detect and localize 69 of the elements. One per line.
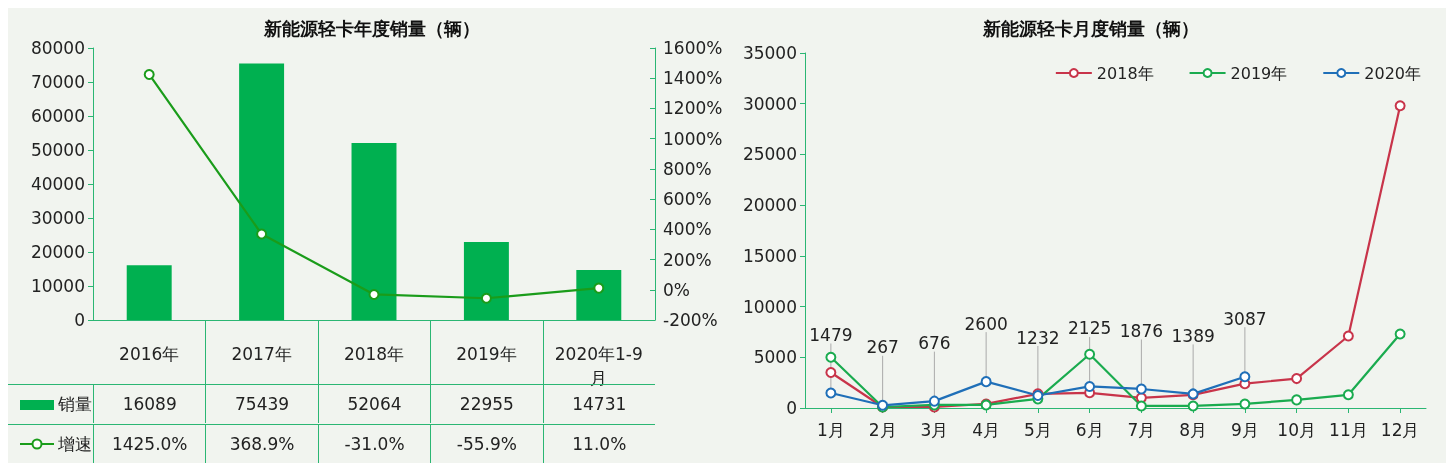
y-tick-label: 35000: [742, 43, 797, 63]
data-label: 16089: [93, 384, 206, 423]
y-tick-label: 70000: [30, 72, 85, 92]
y2-tick-label: 800%: [663, 158, 712, 179]
legend-label: 增速: [58, 432, 92, 456]
x-tick-label: 2018年: [343, 344, 405, 364]
data-label: 1425.0%: [93, 423, 206, 463]
y2-tick-label: 1400%: [663, 68, 723, 89]
y-tick-label: 0: [74, 310, 85, 330]
y-tick-label: 25000: [742, 144, 797, 165]
y-tick-label: 20000: [30, 242, 85, 262]
x-tick-label: 8月: [1179, 420, 1208, 440]
x-tick-label: 4月: [972, 420, 1001, 440]
x-tick-label: 12月: [1380, 420, 1420, 440]
data-label: 1479: [809, 325, 853, 345]
data-label: 1876: [1119, 320, 1164, 341]
x-tick-label: 9月: [1230, 420, 1259, 440]
data-label: 368.9%: [205, 423, 318, 463]
data-label: 52064: [317, 384, 431, 423]
data-label: 1232: [1016, 327, 1060, 348]
legend-label: 2018年: [1096, 63, 1154, 83]
y2-tick-label: 0%: [663, 279, 690, 300]
data-label: 1389: [1171, 325, 1215, 346]
y-tick-label: 0: [786, 398, 797, 418]
legend-label: 2019年: [1230, 63, 1288, 83]
chart-title: 新能源轻卡月度销量（辆）: [981, 17, 1199, 39]
y-tick-label: 5000: [753, 347, 797, 368]
x-tick-label: 11月: [1329, 420, 1368, 440]
y-tick-label: 15000: [742, 245, 797, 266]
y2-tick-label: 600%: [663, 189, 712, 210]
legend-label: 销量: [58, 393, 92, 416]
data-label: -55.9%: [430, 423, 543, 463]
y2-tick-label: 1200%: [663, 98, 723, 119]
data-label: 14731: [572, 394, 627, 414]
y-tick-label: 40000: [30, 174, 85, 194]
y-tick-label: 10000: [742, 296, 797, 317]
y2-tick-label: 400%: [663, 219, 712, 240]
y-tick-label: 80000: [30, 38, 85, 58]
y-tick-label: 10000: [30, 276, 85, 296]
y-tick-label: 20000: [742, 195, 797, 216]
x-tick-label: 6月: [1075, 420, 1104, 440]
y2-tick-label: -200%: [663, 310, 718, 330]
data-label: 3087: [1223, 308, 1267, 329]
x-tick-label: 1月: [816, 420, 845, 440]
x-tick-label: 10月: [1277, 420, 1316, 440]
y2-tick-label: 1000%: [663, 128, 723, 149]
y-tick-label: 30000: [30, 208, 85, 228]
chart-title: 新能源轻卡年度销量（辆）: [262, 17, 480, 39]
x-tick-label: 2月: [868, 420, 897, 440]
data-label: -31.0%: [317, 423, 431, 463]
data-label: 2600: [964, 313, 1008, 334]
y2-tick-label: 1600%: [663, 38, 723, 58]
data-label: 75439: [205, 384, 318, 423]
x-tick-label: 3月: [920, 420, 949, 440]
y2-tick-label: 200%: [663, 249, 712, 270]
x-tick-label: 2017年: [231, 344, 292, 364]
legend-label: 2020年: [1364, 63, 1421, 83]
data-label: 22955: [430, 384, 543, 423]
data-label: 267: [866, 337, 899, 358]
data-label: 11.0%: [542, 423, 655, 463]
x-tick-label: 7月: [1127, 420, 1156, 440]
y-tick-label: 60000: [30, 106, 85, 126]
x-tick-label: 2016年: [119, 344, 180, 364]
x-tick-label: 2019年: [456, 344, 517, 364]
y-tick-label: 30000: [742, 93, 797, 114]
data-label: 676: [918, 333, 951, 354]
data-label: 2125: [1067, 318, 1112, 339]
x-tick-label: 5月: [1023, 420, 1052, 440]
y-tick-label: 50000: [30, 140, 85, 160]
